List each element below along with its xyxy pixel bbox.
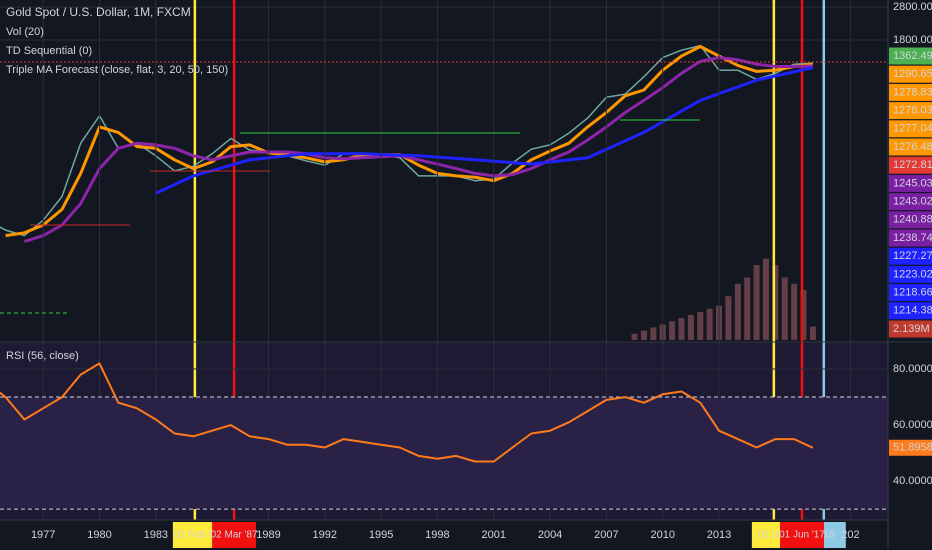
indicator-label: TD Sequential (0) bbox=[6, 45, 92, 57]
volume-bar bbox=[791, 283, 798, 340]
date-marker-label: 01 Dec bbox=[758, 530, 790, 541]
y-tick-label: 2800.00 bbox=[893, 1, 932, 13]
legend: Gold Spot / U.S. Dollar, 1M, FXCM Vol (2… bbox=[6, 5, 228, 362]
indicator-label: Triple MA Forecast (close, flat, 3, 20, … bbox=[6, 64, 228, 76]
date-marker-badge bbox=[780, 522, 825, 548]
y-tick-label: 40.0000 bbox=[893, 475, 932, 487]
x-tick-label: 2010 bbox=[650, 529, 674, 541]
price-tag-label: 1277.04 bbox=[893, 123, 932, 135]
series-line bbox=[155, 66, 814, 195]
price-tag-label: 1362.49 bbox=[893, 50, 932, 62]
last-value-label: 51.8958 bbox=[893, 442, 932, 454]
price-tag-label: 1238.74 bbox=[893, 232, 932, 244]
x-tick-label: 1983 bbox=[144, 529, 168, 541]
price-tag-label: 1218.66 bbox=[893, 287, 932, 299]
y-tick-label: 80.0000 bbox=[893, 363, 932, 375]
price-tag bbox=[889, 65, 932, 83]
price-tag-label: 1240.88 bbox=[893, 214, 932, 226]
date-marker-label: 01 Jun '17 bbox=[779, 530, 825, 541]
x-tick-label: 202 bbox=[841, 529, 859, 541]
price-tag bbox=[889, 193, 932, 211]
x-tick-label: 1992 bbox=[313, 529, 337, 541]
x-tick-label: 2004 bbox=[538, 529, 562, 541]
price-tag bbox=[889, 247, 932, 265]
symbol-title: Gold Spot / U.S. Dollar, 1M, FXCM bbox=[6, 5, 191, 19]
volume-bar bbox=[800, 290, 807, 340]
volume-bar bbox=[772, 265, 779, 340]
price-tag bbox=[889, 138, 932, 156]
price-tag bbox=[889, 265, 932, 283]
price-tag-label: 1227.27 bbox=[893, 250, 932, 262]
date-marker-label: 01 Feb '8 bbox=[174, 530, 216, 541]
price-tag bbox=[889, 83, 932, 101]
volume-bar bbox=[631, 333, 638, 340]
volume-bar bbox=[725, 296, 732, 340]
volume-bar bbox=[781, 277, 788, 340]
price-tag bbox=[889, 102, 932, 120]
date-marker-badge bbox=[172, 522, 217, 548]
y-tick-label: 60.0000 bbox=[893, 419, 932, 431]
volume-bar bbox=[669, 321, 676, 340]
x-tick-label: 2007 bbox=[594, 529, 618, 541]
price-tag bbox=[889, 284, 932, 302]
price-tag-label: 1278.83 bbox=[893, 86, 932, 98]
x-tick-label: 1989 bbox=[256, 529, 280, 541]
volume-bar bbox=[762, 258, 769, 340]
date-marker-label: 02 Mar '87 bbox=[211, 530, 258, 541]
price-tag-label: 2.139M bbox=[893, 323, 930, 335]
price-tag-label: 1276.48 bbox=[893, 141, 932, 153]
volume-bar bbox=[640, 330, 647, 340]
volume-bar bbox=[697, 311, 704, 340]
last-value-tag bbox=[889, 439, 932, 456]
volume-bar bbox=[678, 318, 685, 340]
x-tick-label: 2013 bbox=[707, 529, 731, 541]
indicator-label: Vol (20) bbox=[6, 26, 44, 38]
price-tag bbox=[889, 120, 932, 138]
rsi-title: RSI (56, close) bbox=[6, 350, 79, 362]
price-tag-label: 1214.38 bbox=[893, 305, 932, 317]
volume-bar bbox=[744, 277, 751, 340]
rsi-line bbox=[0, 362, 814, 463]
x-tick-label: 1980 bbox=[87, 529, 111, 541]
x-tick-label: 1998 bbox=[425, 529, 449, 541]
volume-bar bbox=[687, 315, 694, 340]
price-tag-label: 1245.03 bbox=[893, 177, 932, 189]
volume-bar bbox=[734, 283, 741, 340]
price-tag-label: 1278.03 bbox=[893, 105, 932, 117]
x-tick-label: 2001 bbox=[482, 529, 506, 541]
price-tag bbox=[889, 320, 932, 338]
volume-bar bbox=[753, 265, 760, 340]
price-tag bbox=[889, 302, 932, 320]
x-tick-label: 1995 bbox=[369, 529, 393, 541]
price-tag bbox=[889, 174, 932, 192]
date-marker-badge bbox=[212, 522, 257, 548]
price-tag-label: 1223.02 bbox=[893, 268, 932, 280]
price-tag bbox=[889, 156, 932, 174]
x-tick-label: 1977 bbox=[31, 529, 55, 541]
series-line bbox=[5, 45, 814, 238]
rsi-band bbox=[0, 397, 888, 510]
price-tag-label: 1272.81 bbox=[893, 159, 932, 171]
volume-bar bbox=[706, 308, 713, 340]
volume-bar bbox=[809, 326, 816, 340]
volume-bar bbox=[650, 327, 657, 340]
price-tag-label: 1290.65 bbox=[893, 68, 932, 80]
price-tag bbox=[889, 47, 932, 65]
y-tick-label: 1800.00 bbox=[893, 34, 932, 46]
price-tag-label: 1243.02 bbox=[893, 196, 932, 208]
price-tag bbox=[889, 229, 932, 247]
price-tag bbox=[889, 211, 932, 229]
